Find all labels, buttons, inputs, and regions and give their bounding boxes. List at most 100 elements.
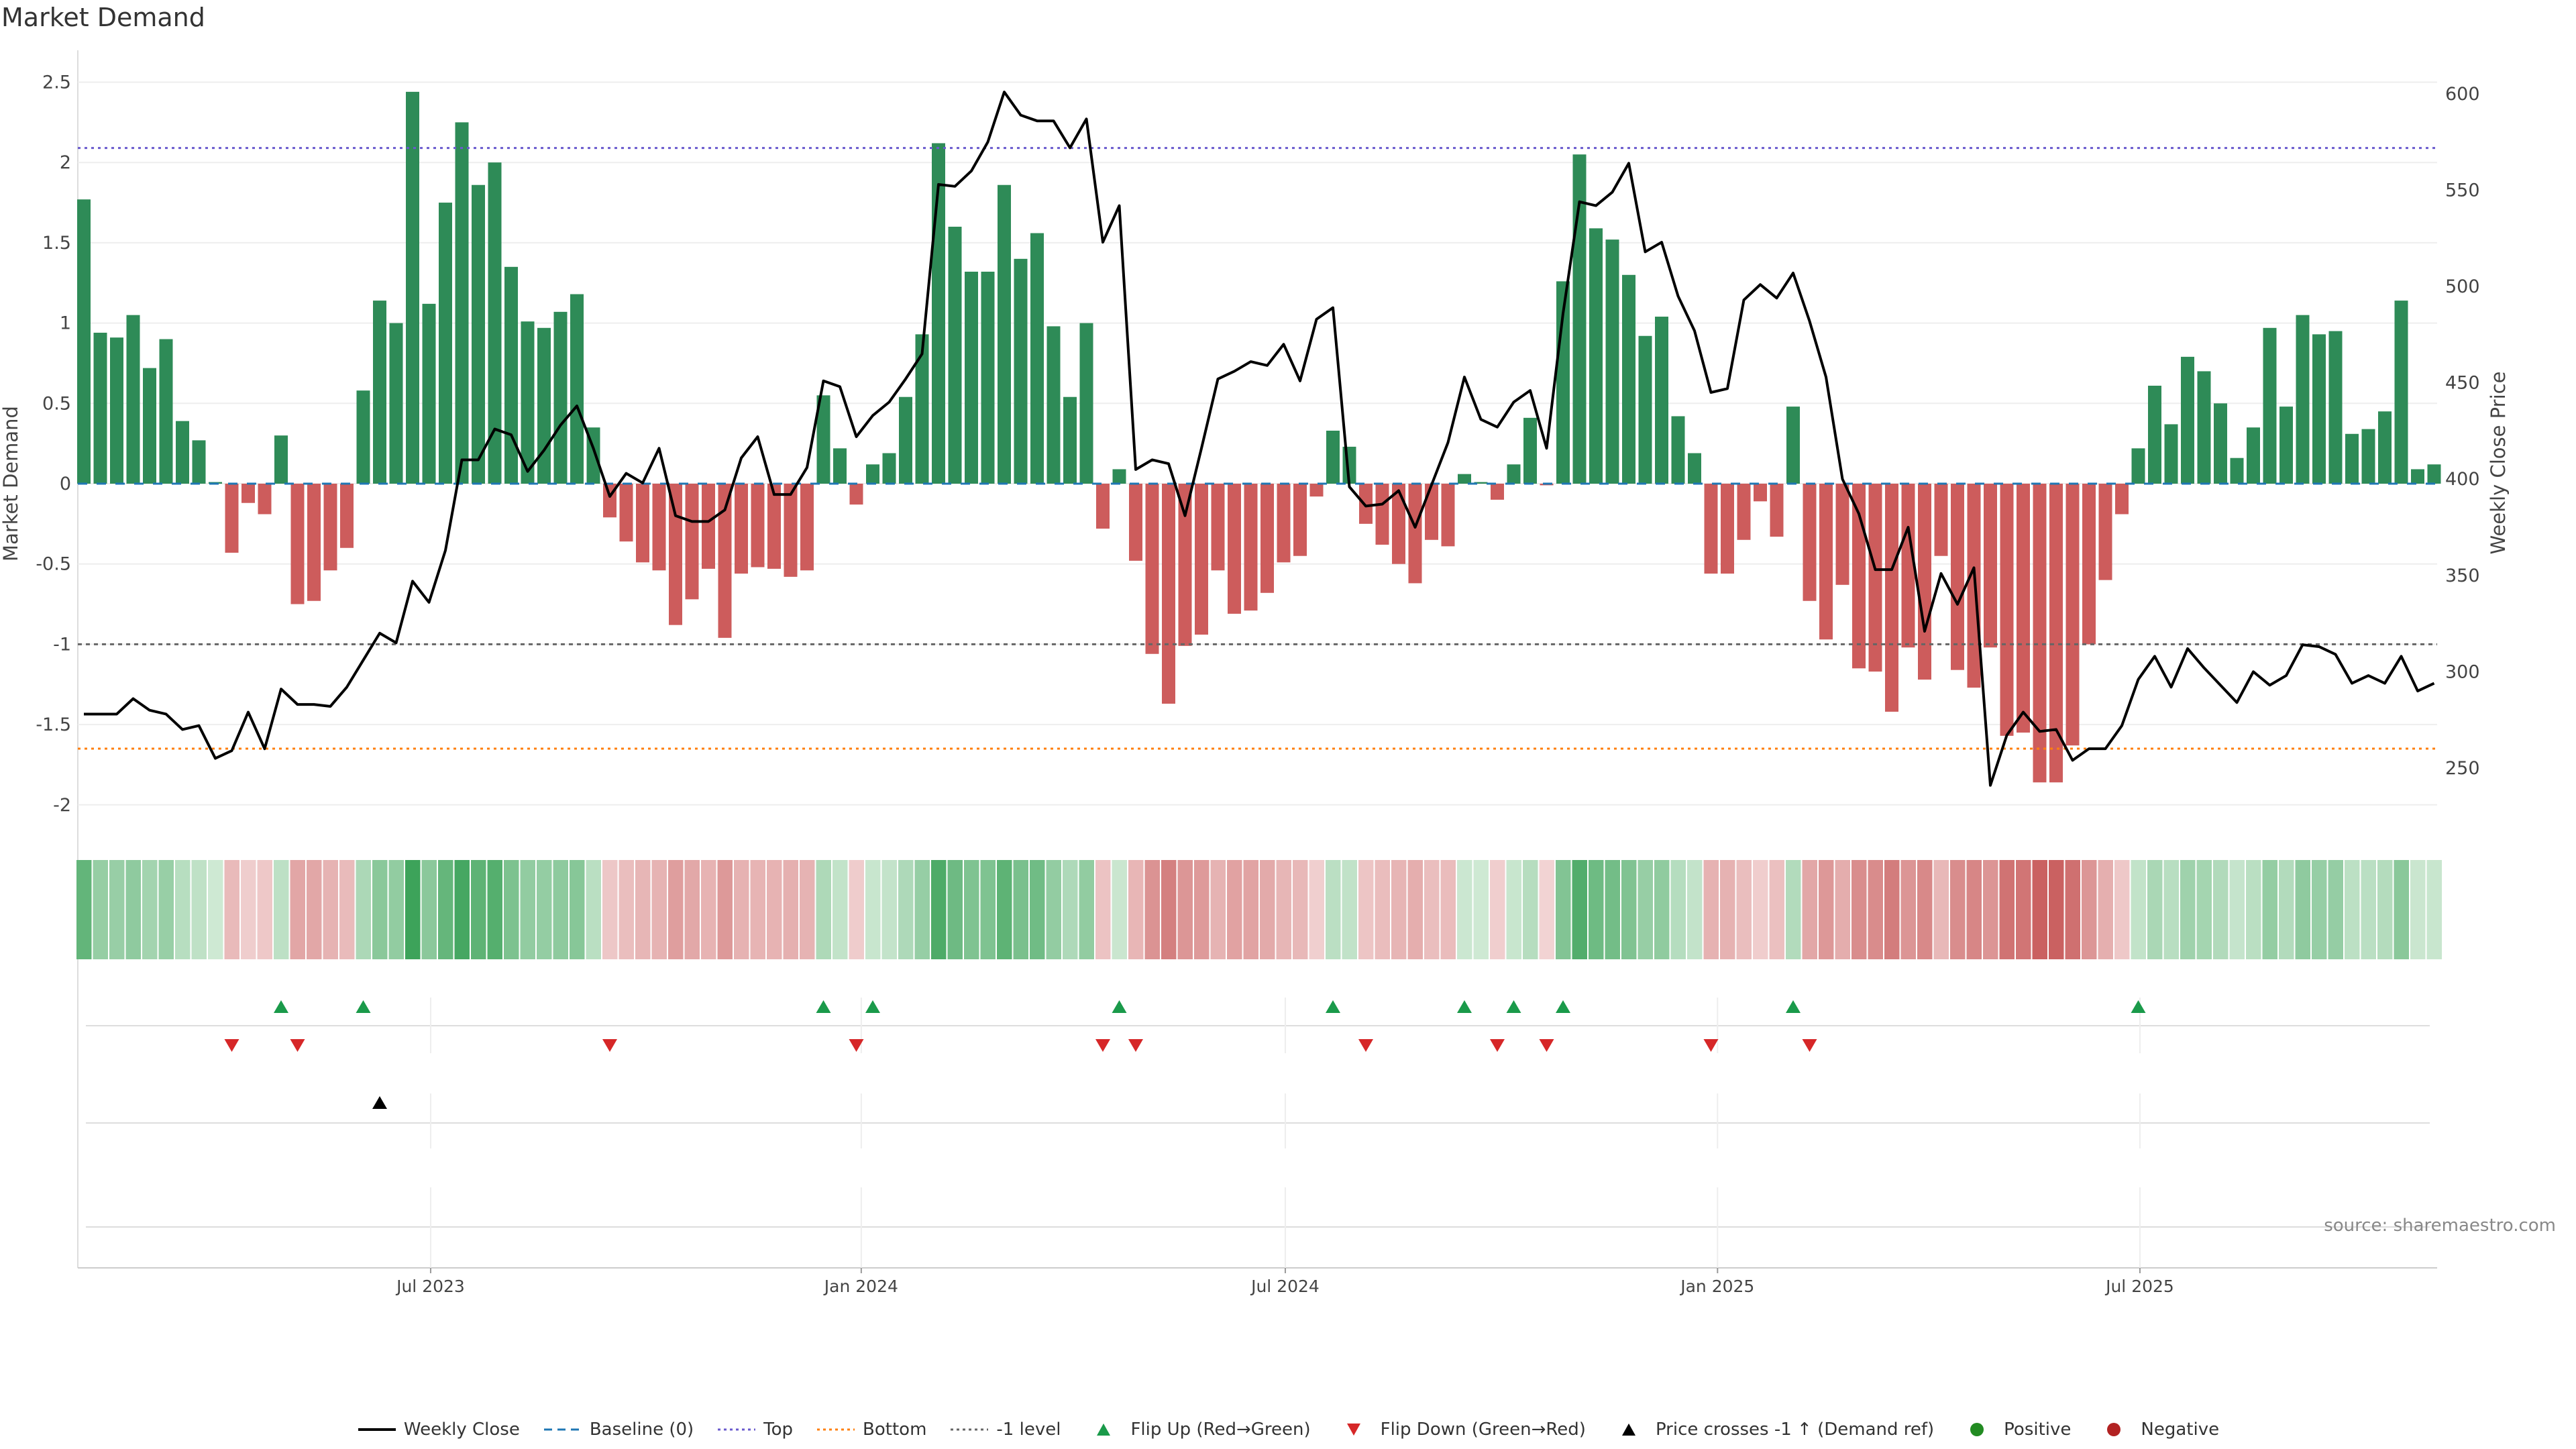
- legend-item-line[interactable]: Weekly Close: [357, 1419, 520, 1440]
- legend-item-top[interactable]: Top: [716, 1419, 793, 1440]
- demand-bar: [2033, 484, 2047, 783]
- legend-item-baseline[interactable]: Baseline (0): [543, 1419, 694, 1440]
- demand-heat-cell: [1884, 860, 1900, 959]
- demand-bar: [2049, 484, 2063, 783]
- legend-item-pos-dot[interactable]: Positive: [1957, 1419, 2071, 1440]
- demand-bar: [866, 464, 879, 484]
- demand-heat-cell: [323, 860, 338, 959]
- demand-bar: [307, 484, 321, 601]
- y2-tick-label: 550: [2445, 180, 2480, 201]
- demand-heat-cell: [1440, 860, 1456, 959]
- demand-bar: [1835, 484, 1849, 585]
- y-tick-label: -0.5: [36, 554, 71, 575]
- demand-heat-cell: [1095, 860, 1111, 959]
- demand-bar: [192, 440, 206, 484]
- demand-heat-cell: [1851, 860, 1867, 959]
- demand-heat-cell: [1589, 860, 1604, 959]
- demand-heat-cell: [1753, 860, 1768, 959]
- demand-bar: [2181, 356, 2194, 484]
- legend-item-bottom[interactable]: Bottom: [816, 1419, 926, 1440]
- demand-bar: [2378, 411, 2392, 484]
- demand-bar: [1786, 407, 1800, 484]
- demand-heat-cell: [175, 860, 191, 959]
- demand-bar: [1425, 484, 1438, 540]
- demand-bar: [1523, 417, 1537, 484]
- demand-bar: [1178, 484, 1192, 646]
- legend-label: Bottom: [863, 1419, 927, 1440]
- demand-heat-cell: [1358, 860, 1374, 959]
- flip-down-swatch-icon: [1346, 1424, 1360, 1436]
- legend-item-cross[interactable]: Price crosses -1 ↑ (Demand ref): [1609, 1419, 1934, 1440]
- flip-down-marker: [1095, 1039, 1110, 1052]
- demand-bar: [143, 368, 156, 484]
- demand-heat-cell: [1703, 860, 1719, 959]
- pos-dot-swatch-icon: [1970, 1423, 1984, 1436]
- y-tick-label: -2: [53, 795, 71, 816]
- demand-heat-cell: [356, 860, 371, 959]
- y-tick-label: 0.5: [42, 393, 71, 414]
- demand-bar: [1507, 464, 1521, 484]
- demand-bar: [455, 122, 469, 484]
- demand-heat-cell: [2246, 860, 2261, 959]
- demand-bar: [669, 484, 682, 625]
- demand-heat-cell: [1769, 860, 1784, 959]
- demand-bar: [110, 337, 123, 484]
- demand-bar: [2131, 448, 2145, 484]
- flip-up-marker: [1556, 1000, 1570, 1013]
- line-swatch-icon: [358, 1428, 396, 1431]
- demand-bar: [323, 484, 337, 571]
- demand-heat-cell: [1144, 860, 1160, 959]
- demand-bar: [126, 315, 140, 484]
- demand-bar: [1458, 474, 1471, 484]
- demand-bar: [1079, 323, 1093, 484]
- demand-heat-cell: [191, 860, 207, 959]
- legend-label: Top: [763, 1419, 794, 1440]
- demand-bar: [735, 484, 748, 574]
- demand-bar: [751, 484, 765, 568]
- demand-heat-cell: [405, 860, 421, 959]
- legend-item-neg-dot[interactable]: Negative: [2094, 1419, 2219, 1440]
- x-tick-label: Jan 2025: [1679, 1277, 1754, 1296]
- demand-bar: [1211, 484, 1225, 571]
- demand-bar: [1803, 484, 1817, 601]
- demand-bar: [77, 199, 91, 484]
- demand-heat-cell: [454, 860, 470, 959]
- legend-item-flip-up[interactable]: Flip Up (Red→Green): [1083, 1419, 1311, 1440]
- demand-bar: [1195, 484, 1208, 635]
- demand-bar: [258, 484, 272, 515]
- demand-bar: [521, 321, 535, 484]
- demand-heat-cell: [1391, 860, 1407, 959]
- flip-up-marker: [865, 1000, 880, 1013]
- legend-label: Flip Down (Green→Red): [1380, 1419, 1586, 1440]
- demand-bar: [1655, 317, 1668, 484]
- demand-bar: [636, 484, 649, 563]
- demand-heat-cell: [1046, 860, 1061, 959]
- flip-down-marker: [1490, 1039, 1505, 1052]
- legend-item-minus1[interactable]: -1 level: [949, 1419, 1061, 1440]
- demand-heat-cell: [602, 860, 618, 959]
- demand-heat-cell: [520, 860, 535, 959]
- demand-bar: [1967, 484, 1981, 688]
- demand-heat-cell: [701, 860, 716, 959]
- demand-bar: [2148, 385, 2161, 484]
- demand-bar: [702, 484, 715, 569]
- demand-bar: [1046, 326, 1061, 484]
- demand-bar: [93, 332, 107, 484]
- legend-item-flip-down[interactable]: Flip Down (Green→Red): [1334, 1419, 1586, 1440]
- demand-bar: [849, 484, 863, 505]
- demand-heat-cell: [931, 860, 947, 959]
- demand-heat-cell: [2295, 860, 2310, 959]
- demand-bar: [1030, 233, 1044, 484]
- demand-heat-cell: [109, 860, 125, 959]
- demand-bar: [948, 226, 962, 484]
- demand-bar: [1014, 258, 1028, 484]
- demand-bar: [2164, 424, 2178, 484]
- demand-heat-cell: [800, 860, 815, 959]
- neg-dot-swatch-icon: [2107, 1423, 2121, 1436]
- demand-heat-cell: [2262, 860, 2277, 959]
- demand-heat-cell: [619, 860, 634, 959]
- demand-heat-cell: [93, 860, 108, 959]
- demand-heat-cell: [257, 860, 272, 959]
- demand-bar: [2000, 484, 2014, 736]
- demand-bar: [439, 203, 452, 484]
